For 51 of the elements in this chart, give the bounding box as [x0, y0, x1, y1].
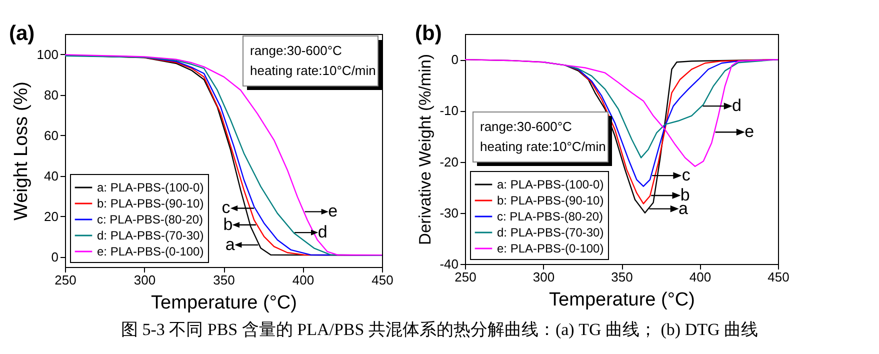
annotation: range:30-600°C: [480, 119, 572, 134]
x-tick-label: 400: [689, 270, 712, 284]
annotation: heating rate:10°C/min: [480, 139, 606, 154]
y-tick-label: 0: [51, 249, 58, 264]
y-tick-label: 60: [44, 128, 58, 143]
annotation: d: [318, 222, 328, 242]
y-axis-title: Weight Loss (%): [10, 81, 32, 221]
y-tick-label: 20: [44, 208, 58, 224]
legend-label: b: PLA-PBS-(90-10): [497, 194, 604, 208]
chart-title: (b): [415, 22, 442, 45]
annotation: a: [225, 234, 236, 254]
x-tick-label: 450: [372, 272, 394, 288]
legend-label: b: PLA-PBS-(90-10): [97, 196, 204, 210]
annotation: e: [328, 202, 338, 221]
legend-label: e: PLA-PBS-(0-100): [497, 242, 604, 256]
y-tick-label: -30: [440, 205, 458, 220]
x-tick-label: 400: [292, 272, 314, 288]
y-tick-label: 80: [44, 87, 58, 102]
x-tick-label: 300: [134, 272, 156, 288]
annotation: range:30-600°C: [250, 43, 342, 58]
y-tick-label: -10: [440, 103, 458, 118]
annotation: b: [223, 214, 233, 234]
x-axis-title: Temperature (°C): [549, 290, 695, 310]
annotation: e: [744, 122, 754, 142]
legend-label: a: PLA-PBS-(100-0): [497, 178, 604, 192]
legend-label: d: PLA-PBS-(70-30): [97, 228, 204, 242]
legend-label: c: PLA-PBS-(80-20): [97, 212, 204, 226]
annotation: d: [732, 96, 742, 116]
x-tick-label: 350: [611, 270, 633, 284]
y-tick-label: 100: [36, 46, 58, 62]
x-tick-label: 250: [54, 272, 76, 288]
x-axis-title: Temperature (°C): [151, 292, 297, 314]
x-tick-label: 350: [213, 272, 235, 288]
x-tick-label: 450: [768, 270, 790, 284]
legend-label: e: PLA-PBS-(0-100): [97, 244, 204, 258]
annotation: c: [682, 166, 691, 185]
y-tick-label: 0: [451, 52, 458, 68]
y-tick-label: -40: [440, 256, 458, 272]
legend-label: c: PLA-PBS-(80-20): [497, 210, 604, 224]
legend-label: a: PLA-PBS-(100-0): [97, 180, 204, 194]
chart-title: (a): [9, 22, 35, 45]
annotation: heating rate:10°C/min: [250, 63, 376, 78]
text: 图 5-3 不同 PBS 含量的 PLA/PBS 共混体系的热分解曲线：(a) TG 曲线； (b) DTG 曲线: [120, 319, 760, 341]
annotation: b: [680, 186, 690, 205]
y-axis-title: Derivative Weight (%/min): [416, 54, 435, 245]
x-tick-label: 300: [532, 270, 555, 284]
x-tick-label: 250: [454, 270, 476, 284]
y-tick-label: 40: [44, 168, 58, 184]
y-tick-label: -20: [440, 154, 458, 170]
legend-label: d: PLA-PBS-(70-30): [497, 226, 604, 240]
annotation: c: [222, 198, 231, 218]
